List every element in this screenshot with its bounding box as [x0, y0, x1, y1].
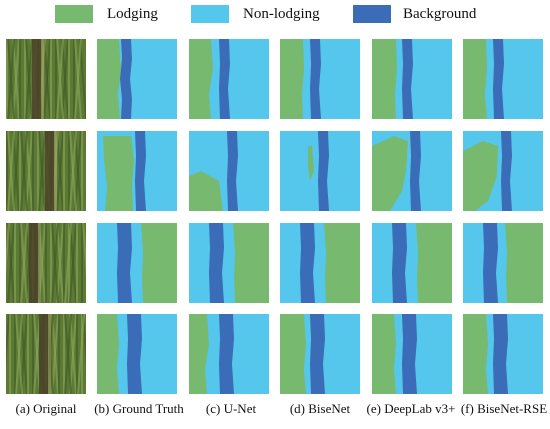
panel-deeplab-row-3 — [372, 223, 452, 303]
lodging-region — [463, 39, 487, 119]
panel-deeplab-row-2 — [372, 131, 452, 211]
panel-unet-row-4 — [189, 314, 269, 394]
panel-bisenet-rse-row-3 — [463, 223, 543, 303]
background-strip — [135, 131, 146, 211]
panel-original-row-3 — [6, 223, 86, 303]
background-strip — [483, 223, 498, 303]
lodging-region — [416, 223, 452, 303]
legend: Lodging Non-lodging Background — [0, 0, 550, 28]
background-strip — [310, 39, 321, 119]
legend-label-non-lodging: Non-lodging — [243, 6, 320, 22]
caption-bisenet: (d) BiseNet — [289, 401, 351, 416]
lodging-region — [463, 314, 488, 394]
background-strip — [209, 223, 224, 303]
panel-original-row-2 — [6, 131, 86, 211]
panel-ground-truth-row-2 — [97, 131, 177, 211]
lodging-region — [372, 314, 396, 394]
legend-label-lodging: Lodging — [107, 6, 158, 22]
lodging-region — [324, 223, 360, 303]
lodging-region — [233, 223, 269, 303]
panel-ground-truth-row-3 — [97, 223, 177, 303]
caption-original: (a) Original — [15, 401, 77, 416]
lodging-region — [189, 171, 223, 211]
legend-swatch-background — [353, 5, 391, 23]
panel-bisenet-rse-row-1 — [463, 39, 543, 119]
background-strip — [219, 314, 234, 394]
background-strip — [493, 314, 508, 394]
background-strip — [219, 39, 230, 119]
background-strip — [402, 314, 417, 394]
background-strip — [310, 314, 325, 394]
panel-unet-row-3 — [189, 223, 269, 303]
panel-bisenet-row-3 — [280, 223, 360, 303]
lodging-region — [463, 141, 498, 211]
panel-ground-truth-row-1 — [97, 39, 177, 119]
panel-bisenet-rse-row-2 — [463, 131, 543, 211]
background-strip — [501, 131, 512, 211]
panel-deeplab-row-4 — [372, 314, 452, 394]
background-strip — [127, 314, 142, 394]
lodging-region — [189, 39, 213, 119]
lodging-region — [505, 223, 543, 303]
lodging-region — [189, 314, 209, 394]
panel-bisenet-rse-row-4 — [463, 314, 543, 394]
background-strip — [117, 223, 132, 303]
panel-original-row-1 — [6, 39, 86, 119]
background-strip — [318, 131, 329, 211]
panel-bisenet-row-1 — [280, 39, 360, 119]
background-strip — [410, 131, 421, 211]
panel-bisenet-row-2 — [280, 131, 360, 211]
lodging-region — [372, 136, 408, 211]
legend-swatch-non-lodging — [191, 5, 229, 23]
lodging-region — [372, 39, 397, 119]
lodging-region — [97, 39, 121, 119]
caption-ground-truth: (b) Ground Truth — [94, 401, 184, 416]
panel-deeplab-row-1 — [372, 39, 452, 119]
panel-unet-row-2 — [189, 131, 269, 211]
background-strip — [120, 39, 132, 119]
panel-original-row-4 — [6, 314, 86, 394]
caption-bisenet-rse: (f) BiseNet-RSE — [460, 401, 548, 416]
caption-unet: (c) U-Net — [205, 401, 257, 416]
background-strip — [300, 223, 315, 303]
legend-label-background: Background — [403, 6, 477, 22]
lodging-region — [97, 314, 119, 394]
background-strip — [392, 223, 407, 303]
panel-ground-truth-row-4 — [97, 314, 177, 394]
lodging-region — [280, 39, 304, 119]
panel-bisenet-row-4 — [280, 314, 360, 394]
lodging-region — [141, 223, 177, 303]
lodging-region — [280, 314, 306, 394]
lodging-region — [308, 146, 314, 181]
background-strip — [227, 131, 238, 211]
legend-swatch-lodging — [55, 5, 93, 23]
panel-unet-row-1 — [189, 39, 269, 119]
lodging-region — [103, 136, 134, 211]
caption-deeplab: (e) DeepLab v3+ — [366, 401, 456, 416]
background-strip — [493, 39, 504, 119]
background-strip — [402, 39, 413, 119]
